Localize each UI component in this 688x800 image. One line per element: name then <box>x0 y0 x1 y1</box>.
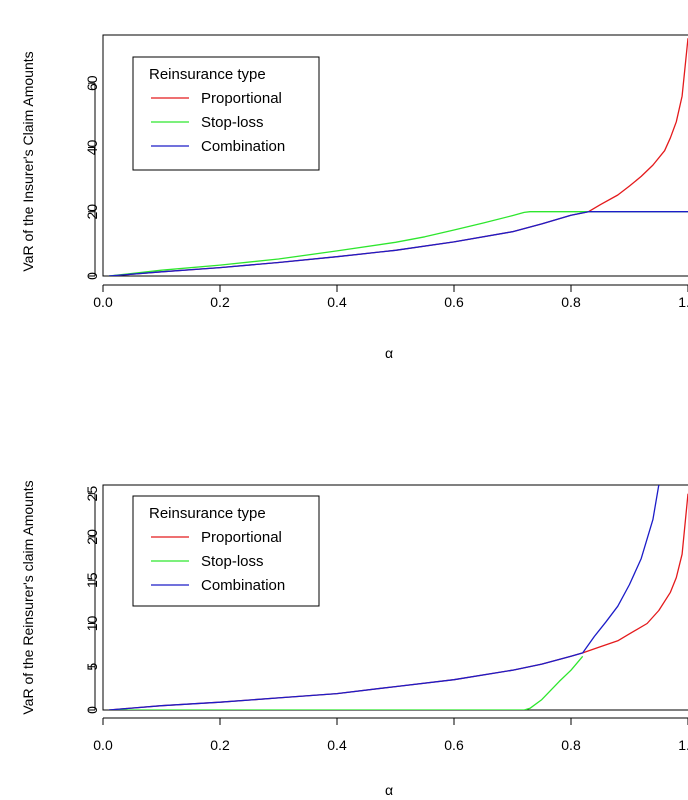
legend-entry: Stop-loss <box>201 114 264 131</box>
y-tick-label: 20 <box>84 204 100 220</box>
y-tick-label: 25 <box>84 486 100 502</box>
legend-entry: Combination <box>201 577 285 594</box>
x-tick-label: 0.8 <box>561 294 581 310</box>
x-tick-label: 1.0 <box>678 737 688 753</box>
legend-entry: Stop-loss <box>201 553 264 570</box>
series-line-combination <box>108 485 660 710</box>
chart-insurer-var: 0.0 0.2 0.4 0.6 0.8 1.0 α 0 20 40 60 VaR of the Ins… <box>20 34 688 361</box>
legend-title: Reinsurance type <box>149 505 266 522</box>
x-tick-label: 0.2 <box>210 737 230 753</box>
legend-entry: Proportional <box>201 90 282 107</box>
y-tick-label: 0 <box>84 272 100 280</box>
plot-frame <box>102 34 688 277</box>
y-axis-label: VaR of the Insurer's Claim Amounts <box>20 51 36 271</box>
x-axis-label: α <box>385 345 393 361</box>
y-tick-label: 15 <box>84 572 100 588</box>
y-tick-label: 40 <box>84 139 100 155</box>
legend-entry: Combination <box>201 138 285 155</box>
y-tick-label: 5 <box>84 663 100 671</box>
legend-box <box>132 56 320 171</box>
series-line-stop-loss <box>108 211 688 276</box>
x-tick-label: 0.2 <box>210 294 230 310</box>
x-tick-label: 0.6 <box>444 737 464 753</box>
series-line-stop-loss <box>108 655 584 710</box>
y-axis-label: VaR of the Reinsurer's claim Amounts <box>20 480 36 714</box>
x-tick-label: 1.0 <box>678 294 688 310</box>
x-tick-label: 0.8 <box>561 737 581 753</box>
x-tick-label: 0.6 <box>444 294 464 310</box>
chart-reinsurer-var: 0.0 0.2 0.4 0.6 0.8 1.0 α 0 5 10 15 20 25 VaR of the … <box>20 480 688 798</box>
legend-entry: Proportional <box>201 529 282 546</box>
y-tick-label: 60 <box>84 75 100 91</box>
y-tick-label: 20 <box>84 529 100 545</box>
series-line-combination <box>108 211 688 276</box>
y-tick-label: 10 <box>84 615 100 631</box>
x-axis-label: α <box>385 782 393 798</box>
x-tick-label: 0.4 <box>327 294 347 310</box>
legend-box <box>132 495 320 607</box>
y-tick-label: 0 <box>84 706 100 714</box>
x-tick-label: 0.4 <box>327 737 347 753</box>
x-tick-label: 0.0 <box>93 737 113 753</box>
legend-title: Reinsurance type <box>149 66 266 83</box>
x-tick-label: 0.0 <box>93 294 113 310</box>
